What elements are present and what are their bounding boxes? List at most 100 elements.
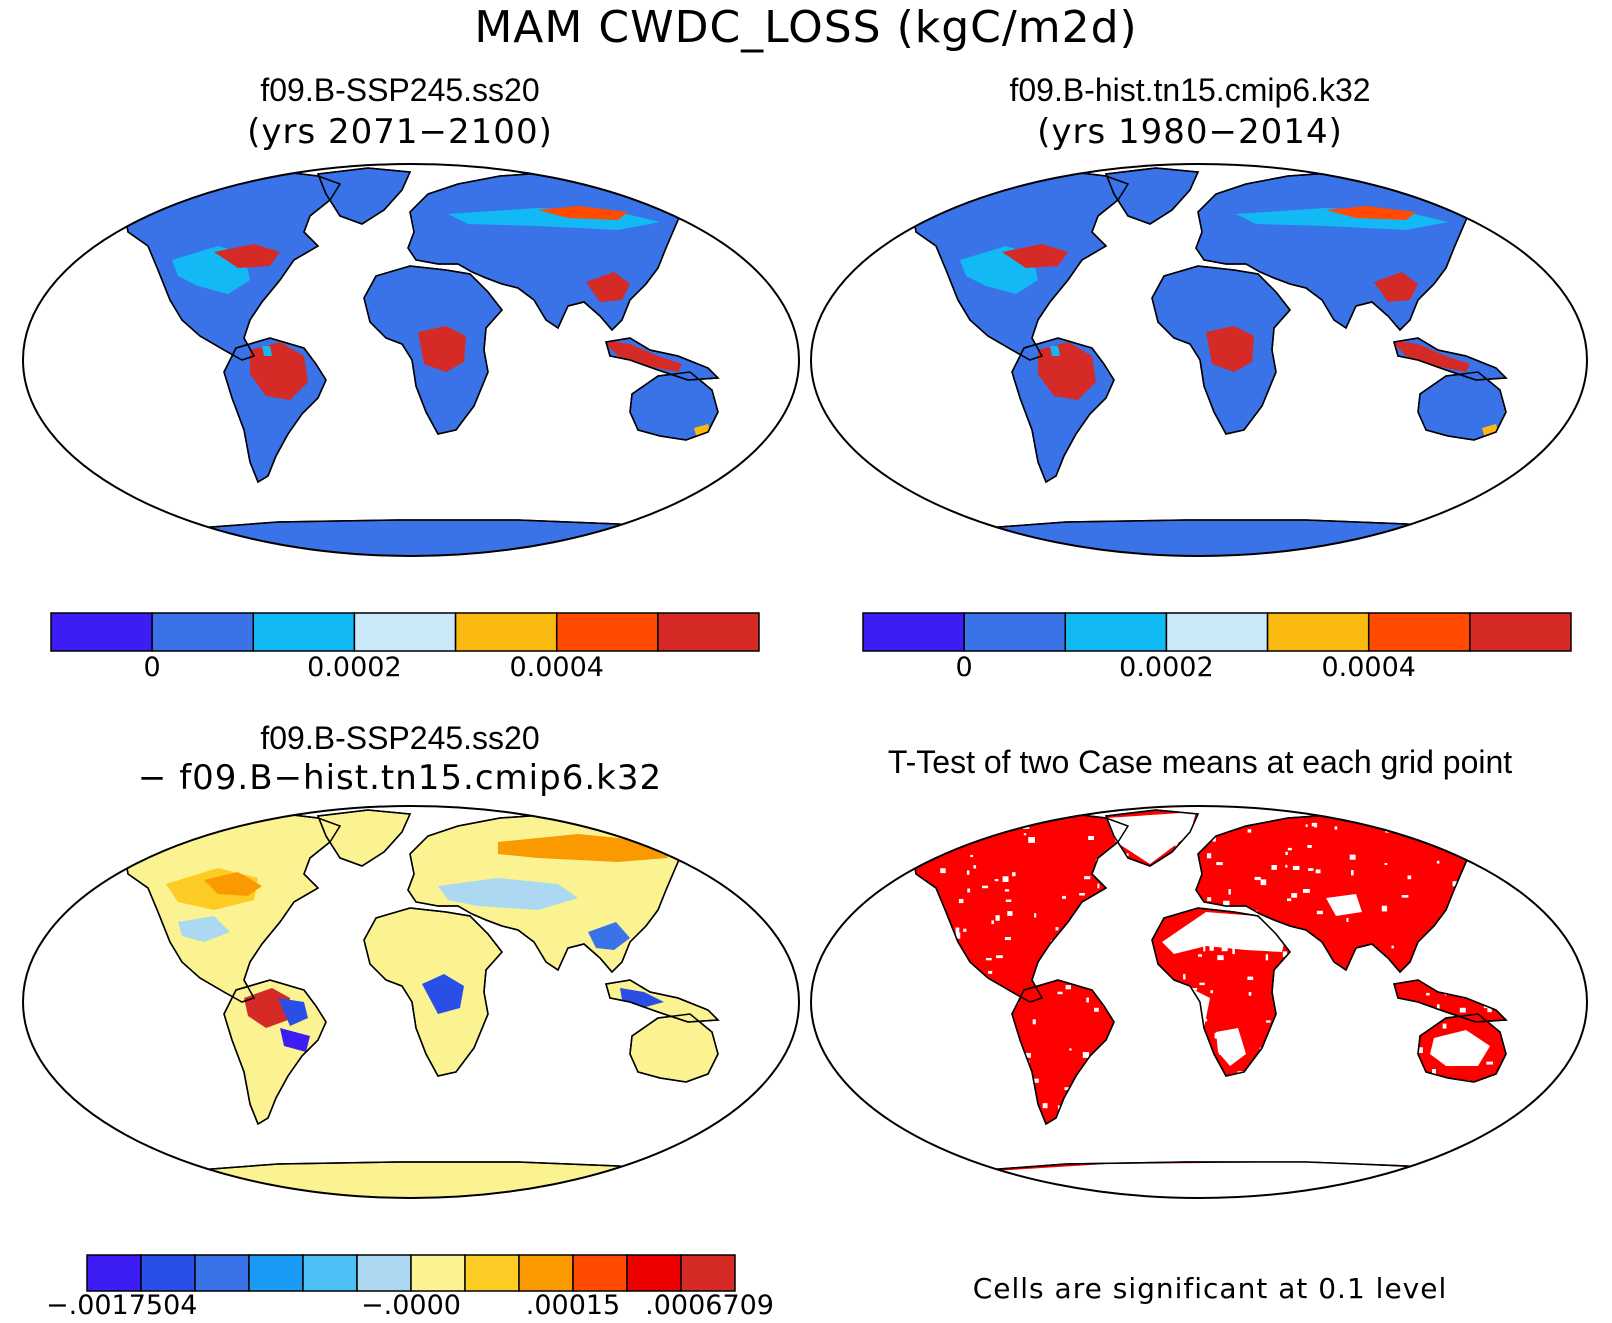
insignificant-cell [1442, 1023, 1447, 1029]
insignificant-cell [1180, 935, 1186, 941]
maritime-coastline [1393, 337, 1508, 381]
south-america-coastline [1011, 337, 1115, 484]
insignificant-cell [1086, 997, 1089, 1003]
colorbar-swatch [518, 1254, 574, 1292]
insignificant-cell [1168, 825, 1174, 831]
insignificant-cell [1265, 954, 1269, 961]
field-region [214, 244, 280, 268]
field-region [1002, 244, 1068, 268]
colorbar-swatch [252, 612, 356, 652]
colorbar-swatch [1367, 612, 1471, 652]
south-america-coastline [223, 337, 327, 484]
insignificant-cell [1127, 827, 1132, 833]
insignificant-cell [1223, 900, 1230, 906]
panel-case1-title: f09.B-SSP245.ss20 [260, 72, 540, 108]
australia-coastline [629, 371, 719, 441]
insignificant-cell [1209, 945, 1214, 951]
insignificant-cell [1418, 831, 1421, 837]
insignificant-cell [1202, 1018, 1208, 1022]
insignificant-cell [1484, 853, 1489, 860]
field-region [1162, 912, 1286, 954]
greenland-coastline [316, 167, 412, 225]
insignificant-cell [970, 854, 974, 858]
colorbar-swatch [862, 612, 965, 652]
insignificant-cell [1432, 1069, 1436, 1075]
insignificant-cell [1452, 881, 1460, 887]
field-region [250, 342, 308, 400]
insignificant-cell [1316, 910, 1323, 915]
insignificant-cell [994, 879, 999, 882]
insignificant-cell [1266, 1020, 1271, 1023]
insignificant-cell [1175, 842, 1178, 848]
insignificant-cell [955, 927, 960, 934]
maritime-coastline [1393, 979, 1508, 1023]
insignificant-cell [1117, 830, 1120, 836]
colorbar-swatch [555, 612, 659, 652]
colorbar-swatch [454, 612, 558, 652]
insignificant-cell [1064, 1087, 1069, 1091]
insignificant-cell [1282, 951, 1288, 957]
colorbar-swatch [410, 1254, 466, 1292]
insignificant-cell [1451, 1062, 1454, 1067]
insignificant-cell [1254, 876, 1261, 881]
insignificant-cell [1247, 829, 1252, 833]
insignificant-cell [1057, 991, 1063, 995]
field-region [438, 878, 578, 910]
insignificant-cell [1418, 1047, 1423, 1053]
insignificant-cell [996, 955, 1003, 959]
insignificant-cell [1436, 1004, 1440, 1010]
insignificant-cell [1285, 864, 1288, 868]
insignificant-cell [1247, 976, 1254, 980]
insignificant-cell [1004, 937, 1011, 941]
insignificant-cell [1032, 1019, 1036, 1025]
insignificant-cell [1206, 853, 1212, 859]
colorbar-swatch [626, 1254, 682, 1292]
insignificant-cell [973, 865, 977, 869]
australia-coastline [1417, 1013, 1507, 1083]
colorbar-swatch [963, 612, 1067, 652]
colorbar-swatch [356, 1254, 412, 1292]
figure-title: MAM CWDC_LOSS (kgC/m2d) [474, 2, 1138, 53]
insignificant-cell [1305, 824, 1308, 827]
colorbar-tick-label: 0.0002 [1119, 652, 1214, 683]
colorbar-swatch [194, 1254, 250, 1292]
field-region [586, 272, 630, 302]
colorbar-swatch [1064, 612, 1168, 652]
colorbar-swatch [50, 612, 153, 652]
colorbar-tick-label: .00015 [525, 1290, 621, 1321]
insignificant-cell [1287, 898, 1292, 902]
field-region [1374, 272, 1418, 302]
insignificant-cell [1055, 927, 1059, 931]
significance-note: Cells are significant at 0.1 level [972, 1272, 1448, 1305]
colorbar-tick-label: 0.0002 [307, 652, 402, 683]
insignificant-cell [1012, 872, 1016, 877]
insignificant-cell [982, 885, 989, 889]
panel-diff-subtitle: − f09.B−hist.tn15.cmip6.k32 [137, 758, 663, 798]
insignificant-cell [991, 920, 994, 925]
insignificant-cell [1490, 846, 1497, 850]
insignificant-cell [1203, 946, 1206, 952]
colorbar-swatch [248, 1254, 304, 1292]
greenland-coastline [1104, 809, 1200, 867]
map-border [22, 805, 800, 1199]
insignificant-cell [1381, 905, 1388, 912]
field-region [1206, 326, 1254, 372]
insignificant-cell [1210, 990, 1213, 994]
south-america-coastline [1011, 979, 1115, 1126]
colorbar-swatch [1266, 612, 1370, 652]
colorbar-diff-labels: −.0017504 −.0000 .00015 .0006709 [46, 1290, 774, 1322]
field-region [602, 340, 682, 372]
insignificant-cell [1034, 913, 1037, 918]
insignificant-cell [1292, 865, 1300, 870]
colorbar-swatch [86, 1254, 142, 1292]
insignificant-cell [1260, 879, 1267, 886]
greenland-coastline [1104, 167, 1200, 225]
insignificant-cell [1190, 988, 1198, 991]
insignificant-cell [985, 958, 992, 961]
insignificant-cell [1334, 826, 1338, 830]
insignificant-cell [958, 899, 964, 904]
insignificant-cell [1271, 865, 1277, 870]
greenland-coastline [316, 809, 412, 867]
africa-coastline [363, 265, 503, 435]
panel-case2-title: f09.B-hist.tn15.cmip6.k32 [1009, 72, 1371, 108]
